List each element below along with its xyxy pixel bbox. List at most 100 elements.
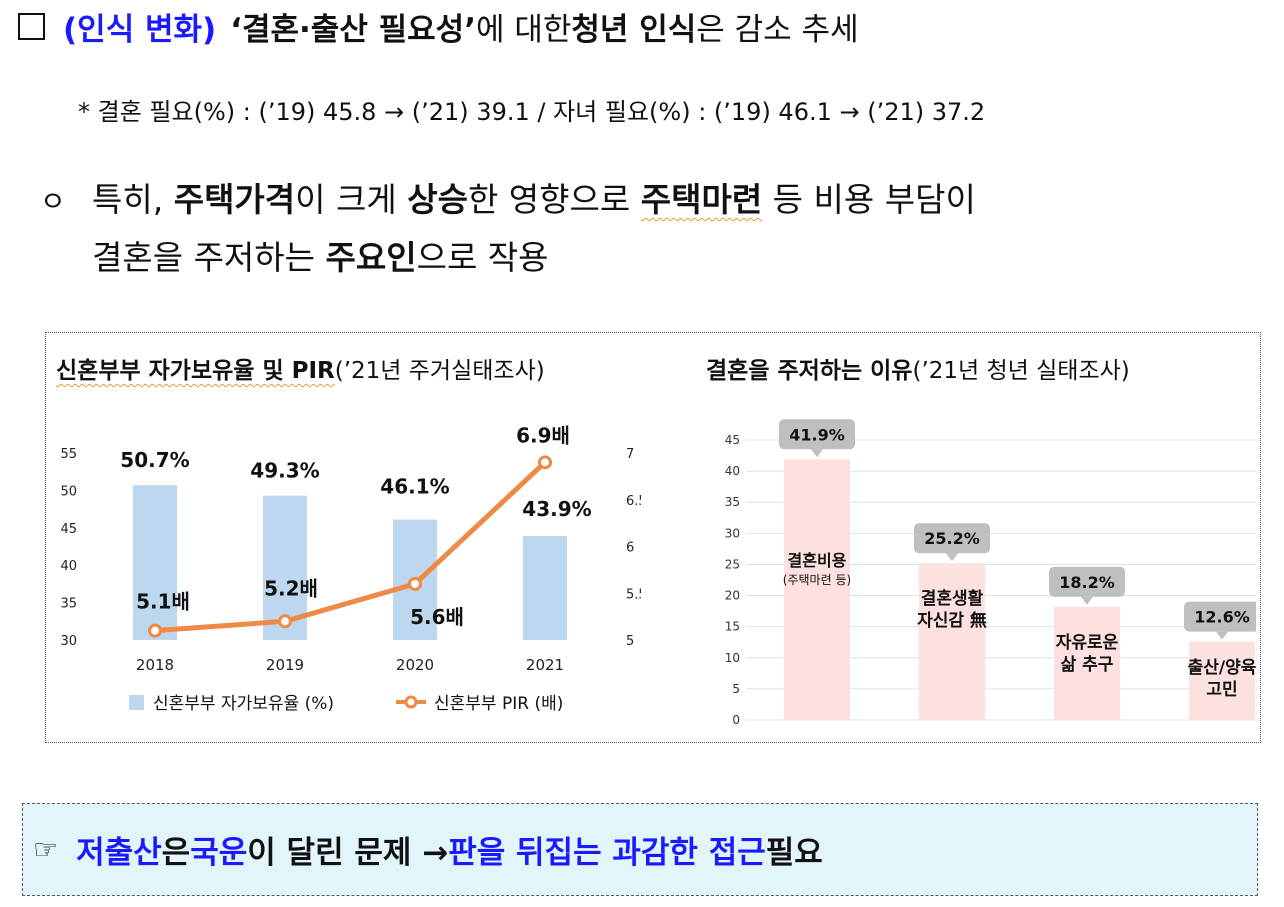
right-y-tick-label: 5 <box>626 634 634 649</box>
left-y-tick-label: 45 <box>60 522 77 537</box>
legend-pir-label: 신혼부부 PIR (배) <box>434 694 563 714</box>
left-chart-title: 신혼부부 자가보유율 및 PIR(’21년 주거실태조사) <box>56 351 545 385</box>
category-label: 삶 추구 <box>1061 655 1114 675</box>
x-tick-label: 2019 <box>266 656 304 674</box>
left-y-tick-label: 55 <box>60 447 77 462</box>
pir-point <box>408 576 422 591</box>
left-y-tick-label: 35 <box>60 597 77 612</box>
right-chart-title-bold: 결혼을 주저하는 이유 <box>706 358 913 384</box>
bullet-text-2b: 주요인 <box>325 238 417 277</box>
footer-callout: ☞ 저출산 은 국운 이 달린 문제 → 판을 뒤집는 과감한 접근 필요 <box>22 803 1258 896</box>
callout-value-label: 18.2% <box>1059 573 1115 592</box>
category-label: 결혼비용 <box>788 551 847 570</box>
left-y-tick-label: 40 <box>60 559 77 574</box>
pir-point-label: 6.9배 <box>516 423 570 447</box>
left-chart-title-source: (’21년 주거실태조사) <box>334 358 545 384</box>
bullet-text-1b: 주택가격 <box>173 180 296 219</box>
y-tick-label: 25 <box>725 557 740 571</box>
ownership-bar <box>523 536 567 640</box>
reason-bar <box>1054 606 1120 720</box>
category-label: 출산/양육 <box>1188 658 1256 678</box>
bullet-text-1a: 특히, <box>92 180 174 219</box>
ownership-bar-label: 43.9% <box>522 497 591 521</box>
callout-pointer <box>1081 596 1093 605</box>
category-label: 자유로운 <box>1056 633 1119 653</box>
pir-point-label: 5.2배 <box>264 576 318 600</box>
callout-box <box>914 523 990 554</box>
right-y-tick-label: 6.5 <box>626 494 641 509</box>
legend-ownership-label: 신혼부부 자가보유율 (%) <box>153 694 334 714</box>
right-chart-title: 결혼을 주저하는 이유(’21년 청년 실태조사) <box>706 351 1130 385</box>
y-tick-label: 30 <box>725 526 740 540</box>
category-label: (주택마련 등) <box>783 573 851 587</box>
y-tick-label: 45 <box>725 433 740 447</box>
y-tick-label: 15 <box>725 620 740 634</box>
footer-text-1: 저출산 <box>76 835 162 871</box>
y-tick-label: 35 <box>725 495 740 509</box>
bullet-line-1: ㅇ 특히, 주택가격이 크게 상승한 영향으로 주택마련 등 비용 부담이 <box>40 172 1270 230</box>
left-y-tick-label: 30 <box>60 634 77 649</box>
y-tick-label: 0 <box>732 713 740 727</box>
heading-text-2: 에 대한 <box>475 11 572 48</box>
legend-ownership-swatch <box>129 695 144 710</box>
heading-tag: (인식 변화) <box>63 11 217 48</box>
pir-point <box>538 455 552 470</box>
right-y-tick-label: 7 <box>626 447 634 462</box>
footer-text-2: 은 <box>161 835 191 871</box>
checkbox-square-icon <box>18 12 45 40</box>
pir-point <box>148 623 162 638</box>
callout-value-label: 25.2% <box>924 529 980 548</box>
y-tick-label: 5 <box>732 682 740 696</box>
reason-bar <box>919 563 985 720</box>
pir-point-label: 5.6배 <box>410 605 464 629</box>
category-label: 자신감 無 <box>917 610 987 631</box>
callout-box <box>1049 566 1125 597</box>
callout-value-label: 12.6% <box>1194 608 1250 627</box>
callout-pointer <box>1216 631 1228 640</box>
heading-text-4: 은 감소 추세 <box>696 11 859 48</box>
bullet-text-1g: 등 비용 부담이 <box>762 180 976 219</box>
ownership-bar <box>133 485 177 640</box>
heading-text-1: ‘결혼·출산 필요성’ <box>230 11 476 48</box>
ownership-bar-label: 49.3% <box>250 459 319 483</box>
bullet-text-1d: 상승 <box>407 180 468 219</box>
x-tick-label: 2020 <box>396 656 434 674</box>
ownership-bar-label: 46.1% <box>380 475 449 499</box>
pir-point-label: 5.1배 <box>136 590 190 614</box>
footer-text-3: 국운 <box>190 835 248 871</box>
category-label: 고민 <box>1206 680 1237 700</box>
bullet-text-1c: 이 크게 <box>295 180 408 219</box>
reason-bar <box>1189 641 1255 720</box>
callout-box <box>779 419 855 450</box>
heading-text-3: 청년 인식 <box>571 11 697 48</box>
bullet-text-1e: 한 영향으로 <box>467 180 641 219</box>
bullet-text-2c: 으로 작용 <box>416 238 549 277</box>
bullet-line-2: 결혼을 주저하는 주요인으로 작용 <box>40 230 1270 286</box>
right-y-tick-label: 6 <box>626 541 634 556</box>
callout-box <box>1184 601 1256 632</box>
x-tick-label: 2021 <box>526 656 564 674</box>
bullet-mark: ㅇ <box>40 185 66 218</box>
pir-point <box>278 614 292 629</box>
bullet-text-2a: 결혼을 주저하는 <box>92 238 326 277</box>
left-y-tick-label: 50 <box>60 484 77 499</box>
reason-bar <box>784 459 850 720</box>
y-tick-label: 40 <box>725 464 740 478</box>
bullet-paragraph: ㅇ 특히, 주택가격이 크게 상승한 영향으로 주택마련 등 비용 부담이 결혼을… <box>40 172 1270 286</box>
right-y-tick-label: 5.5 <box>626 587 641 602</box>
legend-pir-marker <box>404 695 418 709</box>
footer-text-4: 이 달린 문제 → <box>247 835 449 871</box>
pir-line <box>154 460 547 634</box>
section-heading: (인식 변화) ‘결혼·출산 필요성’ 에 대한 청년 인식 은 감소 추세 <box>18 4 859 48</box>
footer-text-6: 필요 <box>765 835 823 871</box>
marriage-hesitation-chart: 0 5 10 15 20 25 30 35 40 45 41.9% 25.2% 18.2% 12.6% 결혼… <box>725 419 1256 727</box>
right-chart-title-source: (’21년 청년 실태조사) <box>912 358 1130 384</box>
category-label: 결혼생활 <box>921 588 984 609</box>
callout-value-label: 41.9% <box>789 425 845 444</box>
y-tick-label: 20 <box>725 589 740 603</box>
figure-box: 신혼부부 자가보유율 및 PIR(’21년 주거실태조사) 결혼을 주저하는 이… <box>45 332 1261 743</box>
ownership-bar-label: 50.7% <box>120 448 189 472</box>
pointing-hand-icon: ☞ <box>33 833 59 866</box>
left-chart-title-bold: 신혼부부 자가보유율 및 PIR <box>56 358 335 384</box>
footer-text-5: 판을 뒤집는 과감한 접근 <box>448 835 766 871</box>
